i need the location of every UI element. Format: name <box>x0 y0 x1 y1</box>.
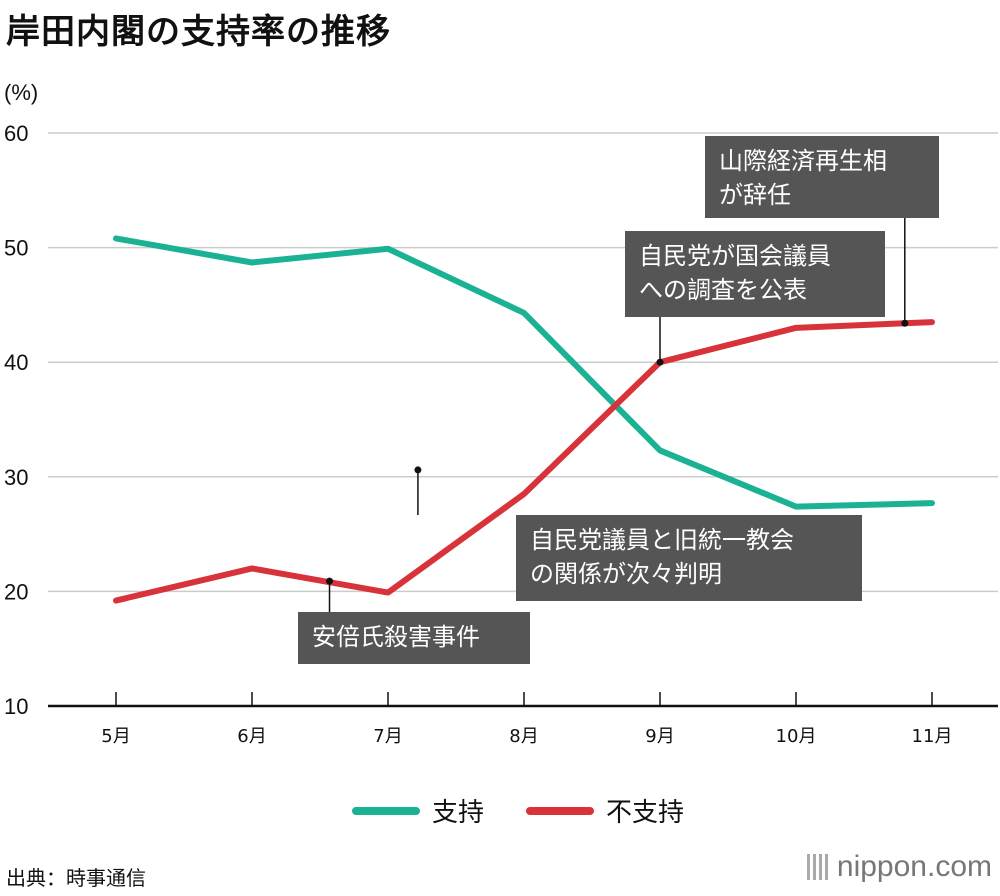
y-axis-label: (%) <box>4 80 38 105</box>
legend-label-support: 支持 <box>432 798 485 828</box>
x-tick-label: 7月 <box>373 726 402 747</box>
y-axis: (%) 10 20 30 40 50 60 <box>4 80 38 719</box>
y-tick-label: 60 <box>4 121 28 146</box>
legend-swatch-support <box>352 806 420 815</box>
y-tick-label: 50 <box>4 236 28 261</box>
x-tick-label: 5月 <box>101 726 130 747</box>
annotation-box <box>625 231 885 317</box>
y-tick-label: 10 <box>4 694 28 719</box>
brand-mark-icon <box>806 854 829 880</box>
x-tick-label: 10月 <box>776 726 817 747</box>
annotation-marker <box>326 577 334 585</box>
y-tick-label: 40 <box>4 350 28 375</box>
annotation-text: 山際経済再生相 <box>719 147 887 175</box>
source-note: 出典：時事通信 <box>6 866 146 890</box>
brand-text: nippon.com <box>836 850 992 883</box>
annotation-text: の関係が次々判明 <box>530 560 722 588</box>
annotation-text: が辞任 <box>719 181 791 209</box>
x-tick-label: 9月 <box>645 726 674 747</box>
y-tick-label: 30 <box>4 465 28 490</box>
annotation-text: 自民党が国会議員 <box>639 242 831 270</box>
annotation-text: への調査を公表 <box>639 276 807 304</box>
x-tick-label: 8月 <box>509 726 538 747</box>
legend-label-nonsupport: 不支持 <box>606 798 685 828</box>
annotation: 安倍氏殺害事件 <box>298 577 530 664</box>
brand-logo: nippon.com <box>806 850 992 884</box>
x-axis: 5月 6月 7月 8月 9月 10月 11月 <box>101 692 952 747</box>
annotation-box <box>298 612 530 664</box>
chart-title: 岸田内閣の支持率の推移 <box>6 12 391 52</box>
annotation-box <box>705 136 939 218</box>
legend: 支持 不支持 <box>352 792 726 829</box>
annotation-box <box>516 515 862 601</box>
legend-item-support: 支持 <box>352 792 484 829</box>
annotation-marker <box>414 466 422 474</box>
y-tick-label: 20 <box>4 579 28 604</box>
legend-item-nonsupport: 不支持 <box>526 792 684 829</box>
annotation-text: 自民党議員と旧統一教会 <box>530 526 794 554</box>
annotation-marker <box>656 358 664 366</box>
annotation-marker <box>901 319 909 327</box>
legend-swatch-nonsupport <box>526 806 595 815</box>
x-tick-label: 6月 <box>237 726 266 747</box>
annotation-text: 安倍氏殺害事件 <box>312 623 480 651</box>
x-tick-label: 11月 <box>912 726 953 747</box>
